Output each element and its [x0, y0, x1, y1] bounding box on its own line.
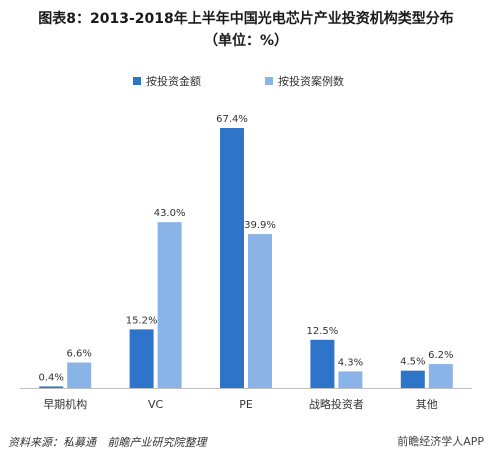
data-label-s2-c4: 4.3% [338, 357, 363, 368]
chart-title-line1: 图表8：2013-2018年上半年中国光电芯片产业投资机构类型分布 [38, 11, 454, 27]
bar-s1-c4 [310, 339, 335, 388]
bar-s1-c2 [129, 329, 154, 388]
bar-s2-c2 [157, 222, 182, 388]
data-label-s1-c5: 4.5% [400, 357, 425, 368]
data-label-s1-c3: 67.4% [216, 114, 248, 125]
data-label-s2-c3: 39.9% [244, 220, 276, 231]
source-label: 资料来源：私募通 [8, 436, 96, 449]
data-label-s2-c2: 43.0% [154, 208, 186, 219]
legend-swatch-1 [133, 77, 141, 85]
bar-s2-c3 [248, 234, 272, 388]
bar-s2-c5 [428, 364, 453, 388]
data-label-s1-c2: 15.2% [126, 315, 158, 326]
data-label-s2-c1: 6.6% [66, 349, 91, 360]
x-tick-label-4: 战略投资者 [309, 397, 364, 411]
legend-swatch-2 [265, 77, 273, 85]
bar-s1-c1 [39, 386, 64, 388]
bar-s1-c5 [400, 370, 425, 388]
x-tick-label-3: PE [239, 398, 253, 411]
x-tick-label-5: 其他 [416, 398, 438, 411]
bar-s1-c3 [220, 128, 244, 388]
x-tick-label-2: VC [148, 398, 164, 411]
watermark-handle: 前瞻经济学人APP [397, 435, 484, 448]
chart-title: 图表8：2013-2018年上半年中国光电芯片产业投资机构类型分布 （单位：%） [0, 8, 492, 52]
data-label-s2-c5: 6.2% [428, 350, 453, 361]
data-label-s1-c1: 0.4% [38, 372, 63, 383]
bar-s2-c1 [67, 362, 92, 388]
legend-label-1: 按投资金额 [146, 74, 201, 88]
x-tick-label-1: 早期机构 [43, 397, 87, 411]
legend-label-2: 按投资案例数 [278, 74, 344, 88]
bar-s2-c4 [338, 371, 363, 388]
chart-title-line2: （单位：%） [203, 33, 289, 49]
source-note: 资料来源：私募通 前瞻产业研究院整理 [8, 434, 207, 450]
source-org: 前瞻产业研究院整理 [107, 436, 207, 449]
data-label-s1-c4: 12.5% [307, 326, 339, 337]
